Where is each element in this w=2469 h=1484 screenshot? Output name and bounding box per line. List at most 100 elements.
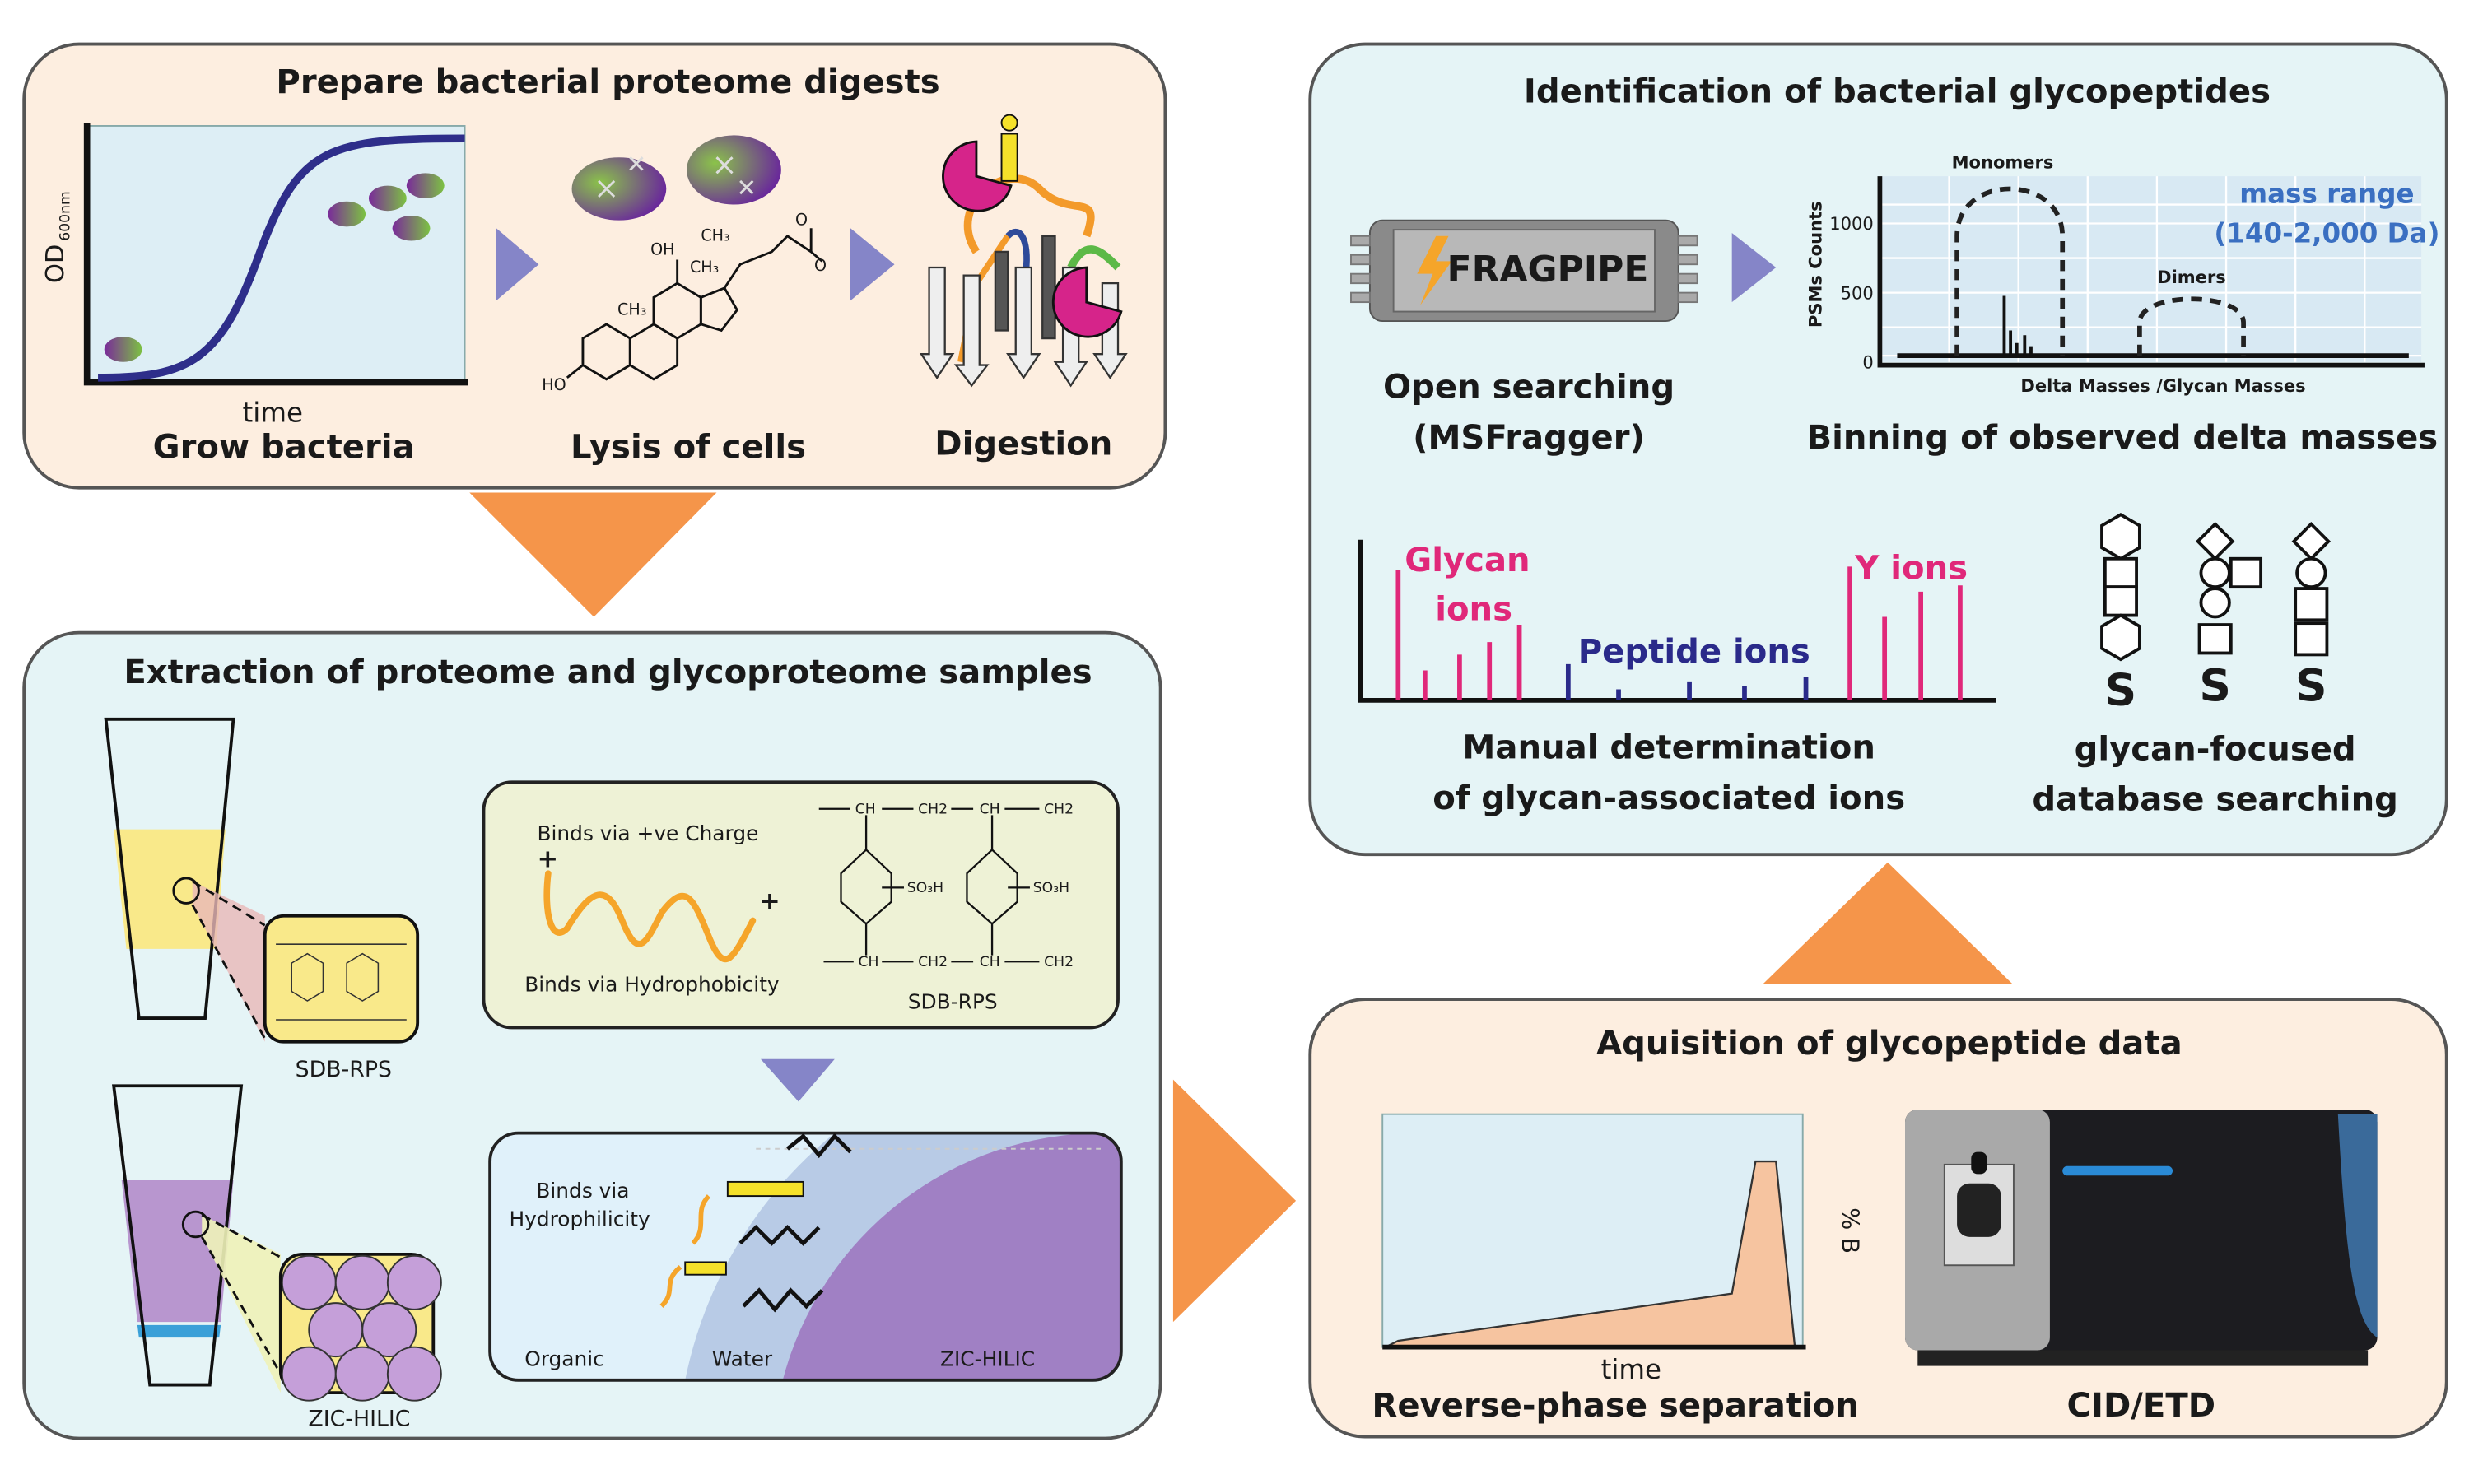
bacterium-icon bbox=[392, 215, 431, 241]
digestion-figure: Digestion bbox=[919, 114, 1128, 463]
zic-hilic-tube: ZIC-HILIC bbox=[112, 1084, 442, 1431]
zic-hilic-label: ZIC-HILIC bbox=[308, 1406, 410, 1431]
arrow-down-icon bbox=[469, 492, 717, 617]
protease-icon bbox=[1051, 266, 1123, 338]
chem-label: OH bbox=[650, 240, 674, 259]
hydrophobicity-text: Binds via Hydrophobicity bbox=[524, 973, 779, 997]
resin-label: ZIC-HILIC bbox=[940, 1347, 1035, 1371]
chem-label: O bbox=[795, 210, 808, 229]
chem-label: CH bbox=[859, 954, 879, 970]
panel-acquisition: Aquisition of glycopeptide data % B time… bbox=[1308, 998, 2448, 1439]
zic-hilic-mechanism-box: Binds via Hydrophilicity Organic Water Z… bbox=[488, 1131, 1123, 1382]
y-tick-label: 1000 bbox=[1829, 213, 1873, 234]
database-caption: database searching bbox=[2032, 781, 2397, 819]
chem-label: CH2 bbox=[1044, 801, 1074, 817]
peptide-ions-label: Peptide ions bbox=[1578, 633, 1810, 671]
plus-sign: + bbox=[537, 845, 558, 874]
sdb-structure bbox=[818, 807, 1040, 963]
y-tick-label: 500 bbox=[1841, 282, 1874, 303]
panel-title: Prepare bacterial proteome digests bbox=[276, 63, 939, 101]
od-label: OD600nm bbox=[41, 191, 74, 283]
chem-label: O bbox=[814, 256, 827, 275]
mass-range-label: mass range bbox=[2239, 179, 2414, 210]
binning-caption: Binning of observed delta masses bbox=[1807, 419, 2439, 457]
y-ions-label: Y ions bbox=[1854, 550, 1968, 588]
hexagon-icon bbox=[2100, 613, 2141, 662]
chem-label: SO₃H bbox=[1033, 880, 1069, 896]
panel-title: Aquisition of glycopeptide data bbox=[1596, 1025, 2183, 1063]
sugar-label: S bbox=[2105, 664, 2137, 716]
y-axis-label: PSMs Counts bbox=[1805, 201, 1826, 328]
chem-label: CH2 bbox=[918, 954, 948, 970]
mass-range-values: (140-2,000 Da) bbox=[2214, 217, 2439, 249]
monomers-label: Monomers bbox=[1952, 152, 2054, 173]
bacterium-icon bbox=[328, 201, 366, 227]
chem-label: CH₃ bbox=[617, 300, 646, 319]
plus-sign: + bbox=[759, 887, 780, 916]
lysed-cell-icon bbox=[571, 157, 667, 221]
chem-label: SO₃H bbox=[907, 880, 943, 896]
bacterium-icon bbox=[368, 185, 407, 212]
zic-hilic-bead bbox=[782, 1133, 1121, 1380]
arrow-up-icon bbox=[1763, 862, 2013, 984]
bile-acid-structure bbox=[566, 228, 823, 381]
grow-bacteria-caption: Grow bacteria bbox=[153, 428, 415, 466]
fragpipe-text: FRAGPIPE bbox=[1447, 249, 1649, 291]
chem-label: CH bbox=[855, 801, 876, 817]
delta-mass-histogram: Monomers Dimers mass range (140-2,000 Da… bbox=[1805, 152, 2440, 397]
chem-label: CH₃ bbox=[701, 226, 729, 245]
manual-determination-caption: Manual determination bbox=[1462, 729, 1875, 767]
glycan-chain-icon bbox=[1000, 133, 1018, 182]
protease-icon bbox=[942, 140, 1013, 212]
chem-label: CH₃ bbox=[690, 258, 719, 277]
fragpipe-logo: FRAGPIPE bbox=[1350, 219, 1698, 323]
sugar-label: S bbox=[2295, 659, 2327, 711]
chem-label: CH2 bbox=[1044, 954, 1074, 970]
hexagon-icon bbox=[2100, 513, 2141, 561]
peptide-chain-icon bbox=[543, 870, 757, 963]
growth-curve-figure: OD600nm time Grow bacteria bbox=[41, 123, 468, 466]
hydrophilicity-text: Hydrophilicity bbox=[509, 1207, 650, 1230]
time-label: time bbox=[1601, 1354, 1661, 1385]
sugar-label: S bbox=[2199, 659, 2231, 711]
hydrophilicity-text: Binds via bbox=[536, 1179, 629, 1203]
chem-label: CH bbox=[980, 801, 1000, 817]
panel-identification: Identification of bacterial glycopeptide… bbox=[1308, 42, 2448, 857]
lysed-cell-icon bbox=[687, 135, 781, 205]
chem-label: CH bbox=[980, 954, 1000, 970]
sdb-rps-tube: SDB-RPS bbox=[104, 717, 420, 1082]
glycan-ions-label: ions bbox=[1435, 590, 1512, 628]
bacterium-icon bbox=[406, 173, 445, 198]
time-label: time bbox=[243, 397, 303, 428]
cid-etd-caption: CID/ETD bbox=[2067, 1387, 2216, 1425]
mass-spectrometer-icon bbox=[1905, 1109, 2378, 1366]
percent-b-label: % B bbox=[1837, 1207, 1865, 1254]
arrow-down-icon bbox=[760, 1058, 835, 1102]
panel-title: Extraction of proteome and glycoproteome… bbox=[123, 654, 1092, 691]
lightning-icon bbox=[1417, 235, 1452, 305]
open-searching-caption: Open searching bbox=[1383, 369, 1675, 407]
panel-extraction: Extraction of proteome and glycoproteome… bbox=[22, 630, 1162, 1440]
dimers-label: Dimers bbox=[2157, 267, 2226, 287]
water-label: Water bbox=[712, 1347, 773, 1371]
digestion-caption: Digestion bbox=[934, 426, 1112, 463]
y-tick-label: 0 bbox=[1862, 351, 1873, 372]
panel-prepare-digests: Prepare bacterial proteome digests OD600… bbox=[22, 42, 1167, 490]
arrow-right-icon bbox=[1731, 232, 1777, 303]
arrow-right-icon bbox=[850, 228, 895, 301]
bacterium-icon bbox=[104, 337, 142, 362]
msfragger-caption: (MSFragger) bbox=[1413, 419, 1645, 457]
chem-label: CH2 bbox=[918, 801, 948, 817]
lysis-figure: OH CH₃ CH₃ CH₃ HO O O Lysis of cells bbox=[542, 135, 827, 466]
organic-label: Organic bbox=[524, 1347, 604, 1371]
reverse-phase-caption: Reverse-phase separation bbox=[1372, 1387, 1859, 1425]
glycan-structures bbox=[2100, 513, 2332, 662]
database-caption: glycan-focused bbox=[2075, 730, 2356, 768]
panel-title: Identification of bacterial glycopeptide… bbox=[1524, 72, 2271, 110]
chem-label: HO bbox=[542, 375, 566, 394]
glycan-ions-label: Glycan bbox=[1405, 542, 1530, 579]
resin-label: SDB-RPS bbox=[908, 990, 998, 1014]
arrow-right-icon bbox=[496, 228, 539, 301]
manual-determination-caption: of glycan-associated ions bbox=[1432, 779, 1905, 817]
